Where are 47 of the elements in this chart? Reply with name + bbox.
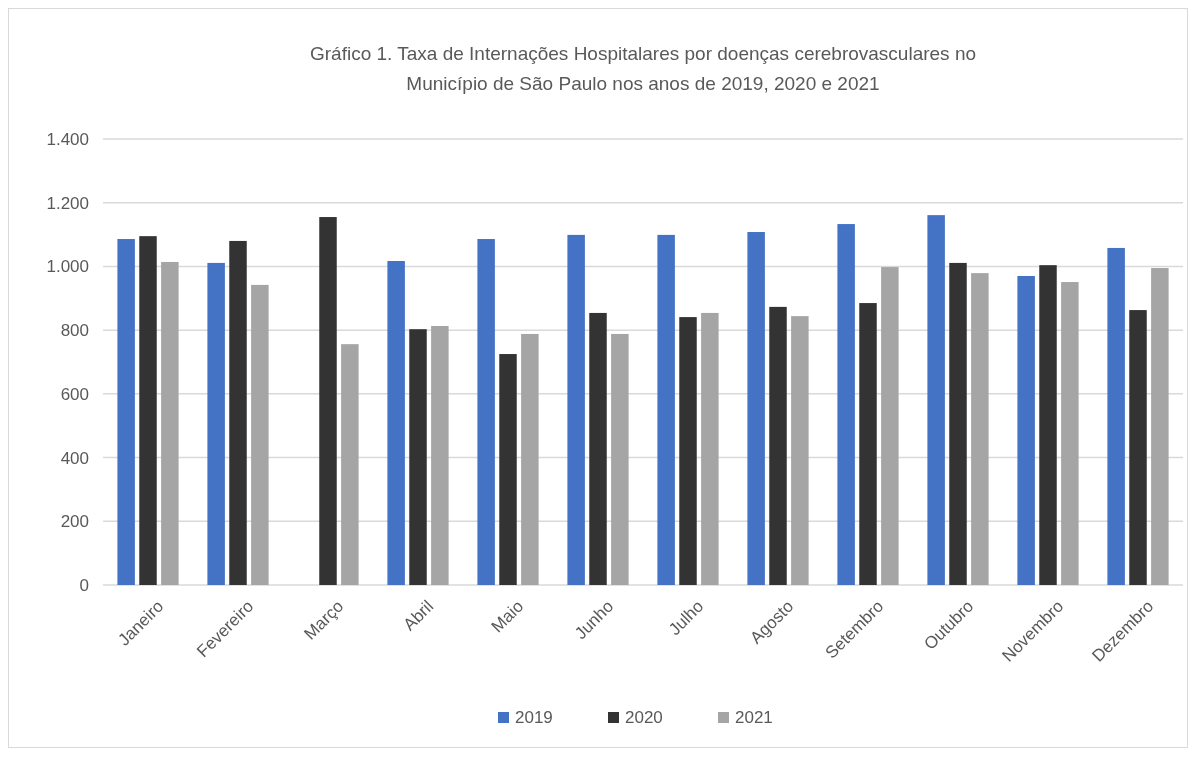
bar — [1129, 310, 1147, 585]
y-tick-label: 1.000 — [46, 257, 89, 277]
bar — [139, 236, 157, 585]
legend-label: 2021 — [735, 708, 773, 727]
bar — [1017, 275, 1035, 585]
bar — [161, 261, 179, 585]
bar — [341, 344, 359, 585]
bar — [657, 234, 675, 585]
legend-label: 2020 — [625, 708, 663, 727]
y-tick-label: 1.400 — [46, 129, 89, 149]
bar — [387, 261, 405, 585]
y-tick-label: 800 — [60, 321, 89, 341]
bar — [567, 234, 585, 585]
bar — [431, 326, 449, 585]
bar — [207, 262, 225, 585]
bar — [319, 217, 337, 585]
bar — [1061, 282, 1079, 585]
y-tick-label: 1.200 — [46, 193, 89, 213]
bar — [1151, 268, 1169, 585]
bar — [229, 240, 247, 585]
legend-label: 2019 — [515, 708, 553, 727]
bar — [409, 329, 427, 585]
bar — [701, 312, 719, 585]
bar — [1107, 247, 1125, 585]
y-tick-label: 600 — [60, 384, 89, 404]
bar — [251, 284, 269, 585]
y-tick-label: 400 — [60, 448, 89, 468]
y-tick-label: 0 — [79, 575, 89, 595]
y-tick-label: 200 — [60, 512, 89, 532]
bar — [521, 333, 539, 585]
bar — [971, 273, 989, 585]
bar — [589, 312, 607, 585]
bar — [859, 303, 877, 585]
bar — [117, 239, 135, 585]
bar — [837, 224, 855, 585]
bar — [611, 333, 629, 585]
bar — [949, 262, 967, 585]
bar — [747, 232, 765, 585]
bar — [477, 239, 495, 585]
bar — [499, 354, 517, 585]
chart-title: Gráfico 1. Taxa de Internações Hospitalares por doenças cerebrovasculares no Município de São Paulo nos anos de 2019, 2020 e 2021 — [309, 43, 977, 94]
bar — [927, 215, 945, 585]
bar — [881, 267, 899, 585]
bar — [1039, 265, 1057, 585]
bar — [679, 317, 697, 585]
bar — [769, 306, 787, 585]
bar — [791, 316, 809, 585]
